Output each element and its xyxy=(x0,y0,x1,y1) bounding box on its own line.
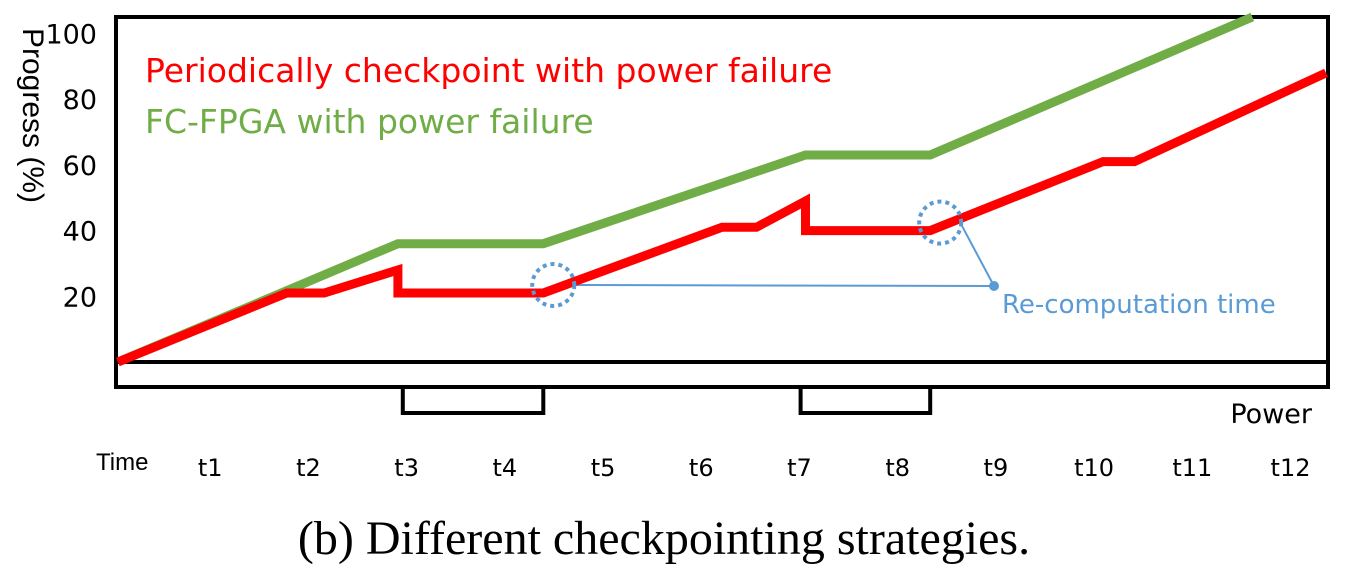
series-lines xyxy=(116,12,1328,367)
x-tick-label-t11: t11 xyxy=(1172,454,1212,482)
series-line-1 xyxy=(116,12,1255,367)
y-axis-title: Progress (%) xyxy=(16,28,49,203)
x-tick-label-t10: t10 xyxy=(1074,454,1114,482)
x-tick-label-t9: t9 xyxy=(984,454,1009,482)
figure-caption: (b) Different checkpointing strategies. xyxy=(298,512,1030,565)
recompute-circle-1 xyxy=(917,199,964,246)
recompute-annotation xyxy=(573,222,999,291)
x-tick-label-t5: t5 xyxy=(591,454,616,482)
y-tick-label-80: 80 xyxy=(63,85,97,116)
x-tick-label-t2: t2 xyxy=(296,454,321,482)
x-tick-label-t4: t4 xyxy=(493,454,518,482)
annotation-connector-1 xyxy=(959,222,995,287)
x-tick-label-t8: t8 xyxy=(885,454,910,482)
recompute-annotation-label: Re-computation time xyxy=(1002,290,1276,320)
power-label: Power xyxy=(1230,399,1313,430)
y-tick-label-20: 20 xyxy=(63,282,97,313)
y-tick-label-100: 100 xyxy=(45,19,97,50)
series-line-0 xyxy=(116,68,1328,367)
x-tick-label-t7: t7 xyxy=(787,454,812,482)
legend-entry-checkpoint: Periodically checkpoint with power failu… xyxy=(145,51,832,90)
x-axis-title: Time xyxy=(96,449,148,476)
x-tick-label-t6: t6 xyxy=(689,454,714,482)
y-tick-labels: 20 40 60 80 100 xyxy=(45,19,97,313)
power-trace xyxy=(118,385,1326,415)
y-tick-label-60: 60 xyxy=(63,151,97,182)
annotation-connector-0 xyxy=(573,284,995,287)
annotation-anchor-dot xyxy=(989,281,999,291)
x-tick-label-t12: t12 xyxy=(1271,454,1311,482)
legend-entry-fc-fpga: FC-FPGA with power failure xyxy=(145,102,594,141)
recompute-markers xyxy=(530,199,964,308)
y-tick-label-40: 40 xyxy=(63,217,97,248)
x-tick-label-t1: t1 xyxy=(198,454,223,482)
x-tick-label-t3: t3 xyxy=(394,454,419,482)
recompute-circle-0 xyxy=(530,262,577,308)
x-tick-labels: t1 t2 t3 t4 t5 t6 t7 t8 t9 t10 t11 t12 xyxy=(198,454,1311,482)
power-signal xyxy=(118,385,1326,415)
